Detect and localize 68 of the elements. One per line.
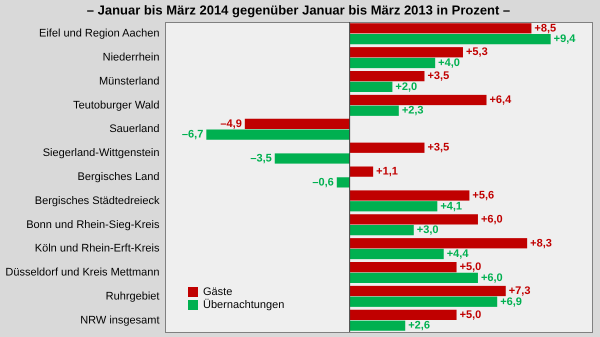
bar	[350, 94, 487, 106]
data-label: +1,1	[376, 166, 398, 178]
y-tick-label: NRW insgesamt	[80, 314, 160, 326]
bar	[350, 320, 406, 331]
bar	[350, 82, 392, 92]
data-label: +2,0	[395, 80, 418, 93]
data-label: –3,5	[250, 152, 272, 165]
data-label: +5,0	[460, 261, 482, 274]
bar	[350, 296, 498, 307]
data-label: +8,3	[530, 237, 552, 250]
legend-label: Übernachtungen	[203, 298, 284, 311]
y-tick-label: Siegerland-Wittgenstein	[42, 147, 160, 160]
data-label: –0,6	[312, 176, 334, 188]
data-label: +3,0	[416, 224, 439, 236]
y-tick-label: Bergisches Land	[78, 171, 160, 183]
data-label: +2,6	[408, 320, 430, 332]
data-label: +6,4	[490, 94, 512, 106]
y-tick-label: Eifel und Region Aachen	[39, 28, 160, 40]
data-label: +2,3	[402, 104, 424, 117]
data-label: +9,4	[554, 33, 576, 46]
y-tick-label: Sauerland	[109, 123, 160, 136]
data-label: +6,0	[480, 213, 503, 226]
bar	[244, 118, 350, 129]
bar	[350, 272, 478, 284]
data-label: +4,0	[438, 56, 460, 69]
bar	[350, 166, 374, 177]
y-tick-label: Ruhrgebiet	[106, 290, 160, 302]
y-tick-label: Niederrhein	[102, 52, 160, 64]
bar	[336, 177, 350, 188]
bar	[350, 310, 457, 320]
data-label: +3,5	[427, 142, 450, 154]
y-tick-label: Münsterland	[98, 75, 160, 88]
bar	[274, 153, 350, 164]
data-label: +5,3	[466, 46, 488, 58]
data-label: +5,0	[460, 308, 482, 321]
chart-title: – Januar bis März 2014 gegenüber Januar bis März 2013 in Prozent –	[86, 2, 510, 18]
bar	[350, 286, 506, 296]
data-label: +6,0	[480, 272, 503, 284]
legend-label: Gäste	[203, 286, 232, 298]
bar	[350, 142, 424, 153]
y-tick-label: Düsseldorf und Kreis Mettmann	[5, 266, 160, 279]
data-label: –4,9	[220, 118, 242, 130]
y-tick-label: Teutoburger Wald	[73, 99, 160, 112]
bar	[350, 47, 463, 58]
data-label: +4,4	[446, 248, 470, 260]
y-tick-label: Bonn und Rhein-Sieg-Kreis	[26, 218, 160, 231]
data-label: +7,3	[508, 285, 530, 298]
bar	[350, 190, 470, 201]
bar	[350, 58, 436, 68]
bar	[350, 225, 414, 236]
data-label: +6,9	[500, 296, 522, 308]
bar	[350, 23, 532, 34]
bar	[350, 248, 444, 260]
bar	[350, 238, 528, 248]
y-tick-label: Bergisches Städtedreieck	[34, 194, 160, 207]
bar	[350, 262, 457, 272]
data-label: +3,5	[427, 70, 450, 82]
bar	[350, 106, 399, 116]
bar	[350, 201, 438, 212]
bar	[350, 34, 551, 44]
data-label: +8,5	[534, 22, 556, 34]
y-tick-label: Köln und Rhein-Erft-Kreis	[34, 242, 160, 255]
bar	[206, 130, 350, 140]
data-label: –6,7	[182, 128, 204, 141]
data-label: +4,1	[440, 200, 462, 212]
data-label: +5,6	[472, 189, 494, 202]
bar	[350, 70, 424, 82]
bar	[350, 214, 478, 224]
